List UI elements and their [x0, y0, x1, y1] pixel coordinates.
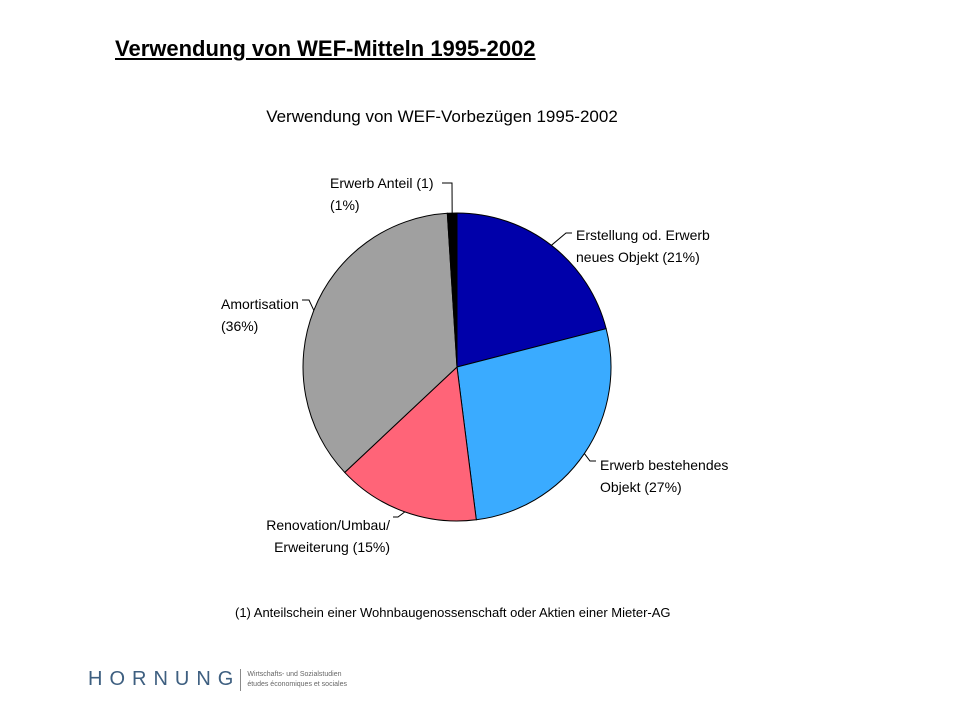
leader-line	[442, 182, 453, 214]
chart-title: Verwendung von WEF-Vorbezügen 1995-2002	[266, 107, 618, 126]
slice-label: Erwerb bestehendes Objekt (27%)	[600, 457, 728, 495]
pie-slices	[302, 212, 612, 522]
leader-line	[583, 453, 596, 462]
slice-label: Amortisation (36%)	[221, 296, 299, 334]
label-leaders	[302, 182, 596, 518]
footer-logo: HORNUNG Wirtschafts- und Sozialstudien é…	[88, 668, 347, 691]
slice-label: Renovation/Umbau/Erweiterung (15%)	[266, 517, 390, 555]
slide-title: Verwendung von WEF-Mitteln 1995-2002	[115, 36, 536, 61]
chart-footnote: (1) Anteilschein einer Wohnbaugenossensc…	[235, 605, 671, 620]
slice-labels: Erstellung od. Erwerb neues Objekt (21%) E…	[221, 175, 728, 555]
company-logo: HORNUNG	[88, 668, 241, 690]
company-subtitle: Wirtschafts- und Sozialstudien études éc…	[247, 670, 347, 690]
pie-slice	[302, 212, 458, 474]
leader-line	[551, 232, 572, 246]
leader-line	[302, 299, 315, 311]
pie-slice	[446, 212, 458, 368]
leader-line	[393, 511, 406, 518]
pie-chart: Verwendung von WEF-Vorbezügen 1995-2002 …	[221, 107, 728, 620]
company-subtitle-line1: Wirtschafts- und Sozialstudien	[247, 670, 342, 678]
slice-label: Erstellung od. Erwerb neues Objekt (21%)	[576, 227, 710, 265]
slice-label: Erwerb Anteil (1) (1%)	[330, 175, 433, 213]
pie-slice	[344, 365, 477, 522]
logo-divider	[240, 668, 242, 691]
company-subtitle-line2: études économiques et sociales	[247, 680, 347, 688]
